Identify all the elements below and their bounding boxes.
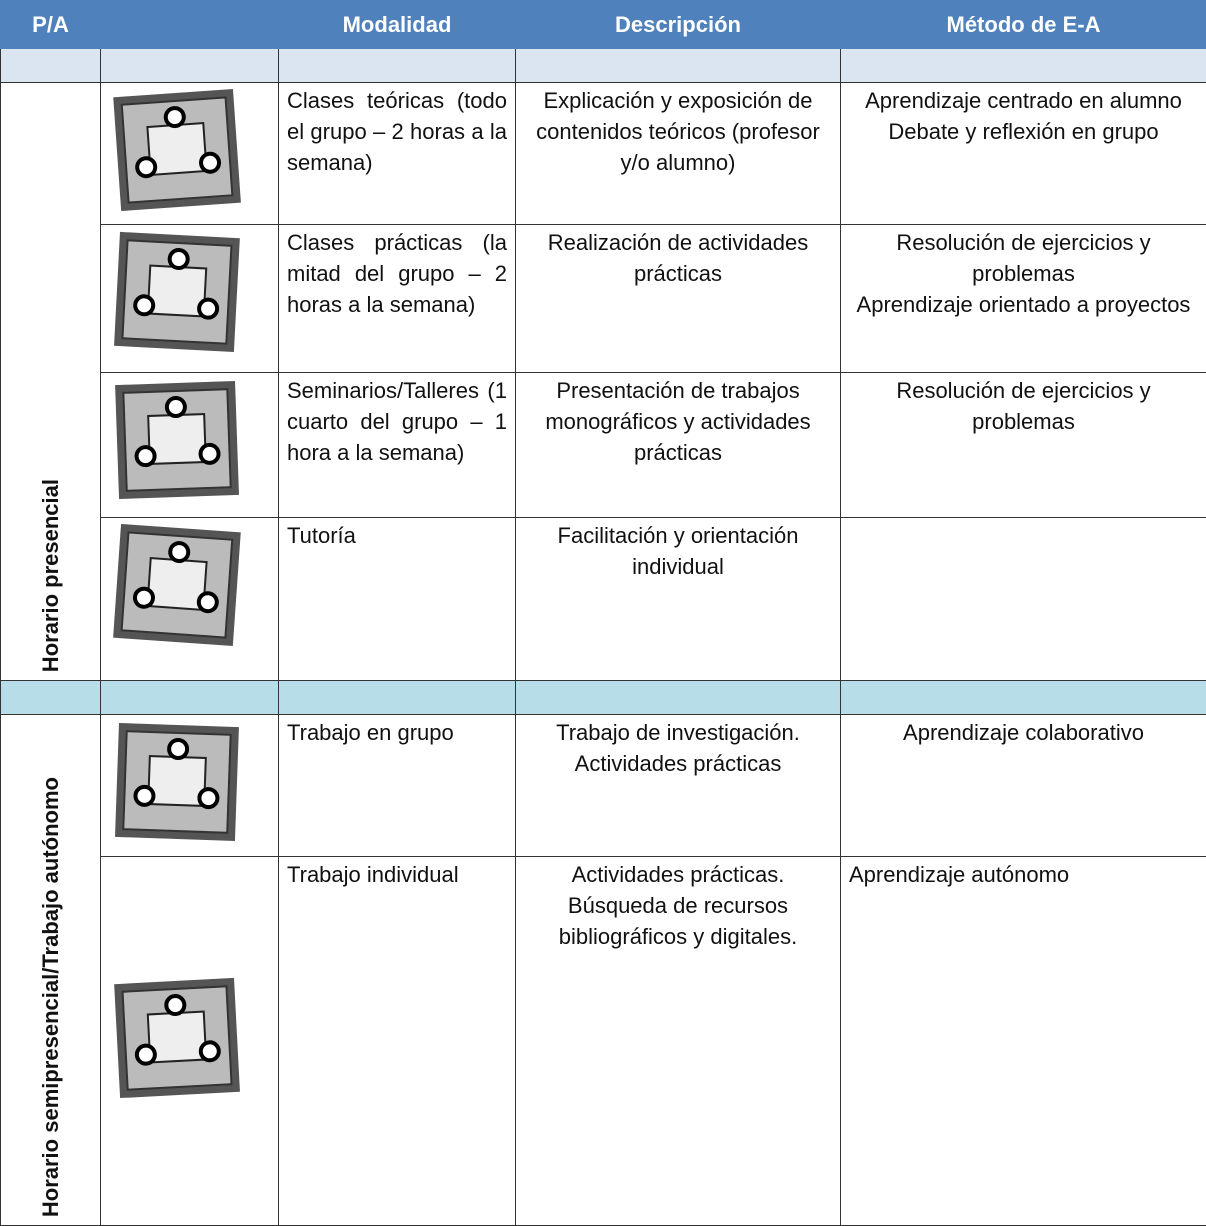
- icon: [107, 719, 247, 844]
- blank-cell: [841, 49, 1206, 83]
- header-cell: Método de E-A: [841, 1, 1206, 49]
- icon-cell: [101, 373, 279, 518]
- descripcion-cell: Facilitación y orientación individual: [516, 518, 841, 681]
- modalidad: Clases teóricas (todo el grupo – 2 horas…: [279, 83, 516, 225]
- descripcion: Actividades prácticas: [524, 748, 832, 779]
- descripcion-cell: Actividades prácticas.Búsqueda de recurs…: [516, 857, 841, 1226]
- icon: [107, 377, 247, 502]
- descripcion: Trabajo de investigación.: [524, 717, 832, 748]
- group-label: Horario presencial: [31, 479, 71, 672]
- metodo: Debate y reflexión en grupo: [849, 116, 1198, 147]
- blank-row: [1, 681, 1206, 715]
- descripcion-cell: Realización de actividades prácticas: [516, 225, 841, 373]
- group-label: Horario semipresencial/Trabajo autónomo: [31, 777, 71, 1217]
- icon-cell: [101, 518, 279, 681]
- modalidad: Tutoría: [279, 518, 516, 681]
- blank-cell: [516, 681, 841, 715]
- blank-cell: [101, 681, 279, 715]
- blank-cell: [1, 49, 101, 83]
- icon-cell: [101, 225, 279, 373]
- modalidad: Seminarios/Talleres (1 cuarto del grupo …: [279, 373, 516, 518]
- header-cell: Descripción: [516, 1, 841, 49]
- icon: [107, 975, 247, 1100]
- metodo-cell: [841, 518, 1206, 681]
- metodo-cell: Resolución de ejercicios y problemas: [841, 373, 1206, 518]
- descripcion: Búsqueda de recursos bibliográficos y di…: [524, 890, 832, 952]
- icon: [107, 229, 247, 354]
- metodo: Aprendizaje orientado a proyectos: [849, 289, 1198, 320]
- blank-row: [1, 49, 1206, 83]
- blank-cell: [841, 681, 1206, 715]
- modalidad: Trabajo en grupo: [279, 715, 516, 857]
- header-cell: P/A: [1, 1, 101, 49]
- descripcion-cell: Explicación y exposición de contenidos t…: [516, 83, 841, 225]
- icon-cell: [101, 857, 279, 1226]
- header-row: P/A Modalidad Descripción Método de E-A: [1, 1, 1206, 49]
- descripcion-cell: Presentación de trabajos monográficos y …: [516, 373, 841, 518]
- row: Clases prácticas (la mitad del grupo – 2…: [1, 225, 1206, 373]
- descripcion-cell: Trabajo de investigación.Actividades prá…: [516, 715, 841, 857]
- descripcion: Presentación de trabajos monográficos y …: [524, 375, 832, 468]
- descripcion: Facilitación y orientación individual: [524, 520, 832, 582]
- icon: [107, 522, 247, 647]
- modalidad: Trabajo individual: [279, 857, 516, 1226]
- group-cell: Horario semipresencial/Trabajo autónomo: [1, 715, 101, 1226]
- metodo-cell: Aprendizaje autónomo: [841, 857, 1206, 1226]
- modalidad: Clases prácticas (la mitad del grupo – 2…: [279, 225, 516, 373]
- header-cell: [101, 1, 279, 49]
- blank-cell: [516, 49, 841, 83]
- blank-cell: [101, 49, 279, 83]
- header-cell: Modalidad: [279, 1, 516, 49]
- metodo: Resolución de ejercicios y problemas: [849, 227, 1198, 289]
- icon: [107, 87, 247, 212]
- metodo: Resolución de ejercicios y problemas: [849, 375, 1198, 437]
- descripcion: Actividades prácticas.: [524, 859, 832, 890]
- metodo: Aprendizaje colaborativo: [849, 717, 1198, 748]
- blank-cell: [1, 681, 101, 715]
- blank-cell: [279, 49, 516, 83]
- row: Horario semipresencial/Trabajo autónomo …: [1, 715, 1206, 857]
- descripcion: Explicación y exposición de contenidos t…: [524, 85, 832, 178]
- blank-cell: [279, 681, 516, 715]
- metodo: Aprendizaje autónomo: [849, 859, 1198, 890]
- row: Seminarios/Talleres (1 cuarto del grupo …: [1, 373, 1206, 518]
- metodo-cell: Aprendizaje colaborativo: [841, 715, 1206, 857]
- metodo: Aprendizaje centrado en alumno: [849, 85, 1198, 116]
- group-cell: Horario presencial: [1, 83, 101, 681]
- icon-cell: [101, 83, 279, 225]
- descripcion: Realización de actividades prácticas: [524, 227, 832, 289]
- row: Horario presencial Clases teóricas (todo…: [1, 83, 1206, 225]
- icon-cell: [101, 715, 279, 857]
